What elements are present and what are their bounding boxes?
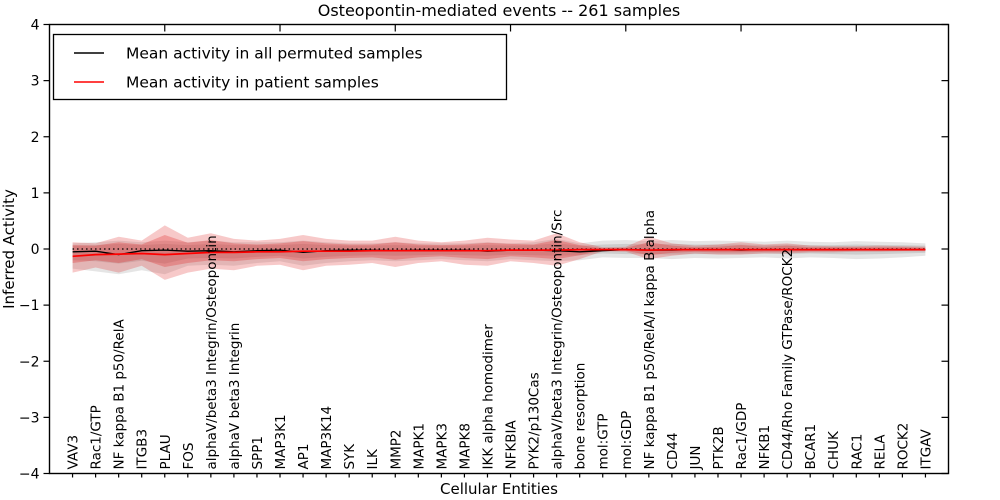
legend-permuted-label: Mean activity in all permuted samples	[126, 45, 423, 63]
x-category-label: BCAR1	[803, 424, 819, 470]
x-category-label: SYK	[342, 443, 358, 470]
x-category-label: CD44/Rho Family GTPase/ROCK2	[780, 249, 796, 470]
band-patient-range-outer	[72, 225, 926, 280]
x-category-label: MAPK3	[434, 423, 450, 469]
x-category-label: Rac1/GTP	[89, 405, 105, 469]
legend: Mean activity in all permuted samples Me…	[52, 33, 508, 101]
x-category-label: MAPK1	[411, 423, 427, 469]
x-category-label: alphaV/beta3 Integrin/Osteopontin/Src	[550, 210, 566, 470]
x-category-label: NFKB1	[757, 425, 773, 470]
x-category-label: NF kappa B1 p50/RelA/I kappa B alpha	[642, 210, 658, 470]
x-category-label: IKK alpha homodimer	[480, 324, 496, 470]
x-category-label: alphaV/beta3 Integrin/Osteopontin	[204, 235, 220, 469]
x-category-label: RAC1	[849, 434, 865, 470]
x-category-label: MAP3K14	[319, 406, 335, 470]
x-category-label: NF kappa B1 p50/RelA	[112, 319, 128, 470]
x-category-label: VAV3	[66, 435, 82, 470]
x-category-label: alphaV beta3 Integrin	[227, 323, 243, 470]
y-tick-label: −4	[19, 467, 40, 483]
y-tick-label: −2	[19, 354, 40, 370]
x-category-label: Rac1/GDP	[734, 403, 750, 470]
band-permuted-range-outer	[72, 238, 926, 275]
x-category-label: NFKBIA	[504, 420, 520, 470]
y-tick-label: 4	[31, 18, 40, 34]
x-category-label: FOS	[181, 443, 197, 470]
y-tick-label: −3	[19, 410, 40, 426]
x-category-label: mol:GDP	[619, 411, 635, 470]
x-axis-label: Cellular Entities	[440, 480, 558, 498]
x-category-label: bone resorption	[573, 363, 589, 470]
legend-box	[52, 33, 508, 101]
legend-patient-label: Mean activity in patient samples	[126, 74, 379, 92]
y-tick-labels: −4 −3 −2 −1 0 1 2 3 4	[19, 18, 40, 483]
x-category-label: SPP1	[250, 436, 266, 469]
chart-title: Osteopontin-mediated events -- 261 sampl…	[318, 1, 681, 20]
x-category-labels: VAV3 Rac1/GTP NF kappa B1 p50/RelA ITGB3 PLA…	[66, 210, 935, 471]
plot-frame	[48, 23, 950, 475]
y-tick-label: 3	[31, 74, 40, 90]
x-category-label: mol:GTP	[596, 413, 612, 469]
x-category-label: PYK2/p130Cas	[527, 372, 543, 469]
x-category-label: AP1	[296, 444, 312, 470]
x-category-label: MAPK8	[457, 423, 473, 469]
y-tick-label: −1	[19, 298, 40, 314]
x-category-label: ITGAV	[918, 428, 934, 469]
x-category-label: ROCK2	[895, 423, 911, 470]
x-category-label: ILK	[365, 448, 381, 470]
x-category-label: MAP3K1	[273, 414, 289, 469]
x-category-label: CHUK	[826, 430, 842, 469]
x-category-label: RELA	[872, 434, 888, 470]
y-tick-label: 1	[31, 186, 40, 202]
y-axis-label: Inferred Activity	[0, 189, 18, 309]
x-category-label: PLAU	[158, 434, 174, 469]
x-category-label: ITGB3	[135, 429, 151, 470]
x-category-label: PTK2B	[711, 426, 727, 469]
y-tick-label: 2	[31, 130, 40, 146]
y-tick-label: 0	[31, 242, 40, 258]
x-category-label: JUN	[688, 446, 704, 471]
x-category-label: CD44	[665, 433, 681, 470]
x-category-label: MMP2	[388, 429, 404, 469]
series-line-patient	[72, 248, 926, 258]
series-lines	[72, 248, 926, 258]
